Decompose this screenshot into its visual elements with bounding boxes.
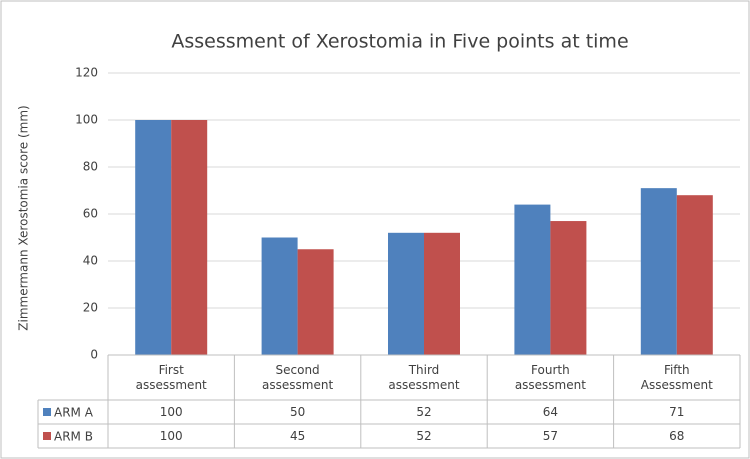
table-value: 71 [669,404,685,419]
bar [261,237,298,355]
legend-swatch [43,408,51,416]
legend-label: ARM A [54,406,94,420]
table-value: 68 [669,428,685,443]
y-axis-label: Zimmermann Xerostomia score (mm) [17,105,31,330]
table-value: 52 [416,404,432,419]
x-tick-label: Fourth assessment [514,362,586,392]
y-tick-label: 60 [83,207,98,221]
y-tick-label: 100 [75,113,98,127]
table-value: 100 [159,404,183,419]
table-value: 57 [542,428,559,443]
table-value: 100 [159,428,183,443]
chart-title: Assessment of Xerostomia in Five points … [171,31,628,53]
y-tick-label: 20 [83,301,98,315]
bar [297,249,334,355]
y-tick-label: 120 [75,66,98,80]
bar [424,232,460,355]
legend-label: ARM B [54,430,93,444]
bar [676,195,713,355]
y-tick-label: 0 [90,348,98,362]
x-tick-label: Third assessment [388,362,460,392]
table-value: 64 [542,404,559,419]
table-value: 52 [416,428,432,443]
y-tick-label: 80 [83,160,98,174]
table-value: 45 [289,428,306,443]
x-tick-label: First assessment [135,362,207,392]
y-tick-label: 40 [83,254,98,268]
x-tick-label: Fifth Assessment [640,362,713,392]
table-value: 50 [289,404,306,419]
bar [514,204,551,355]
bar [388,232,424,355]
legend-swatch [43,432,51,440]
bar [550,221,587,355]
bar [135,120,172,355]
bar [640,188,677,355]
x-tick-label: Second assessment [262,362,334,392]
bar [171,120,208,355]
